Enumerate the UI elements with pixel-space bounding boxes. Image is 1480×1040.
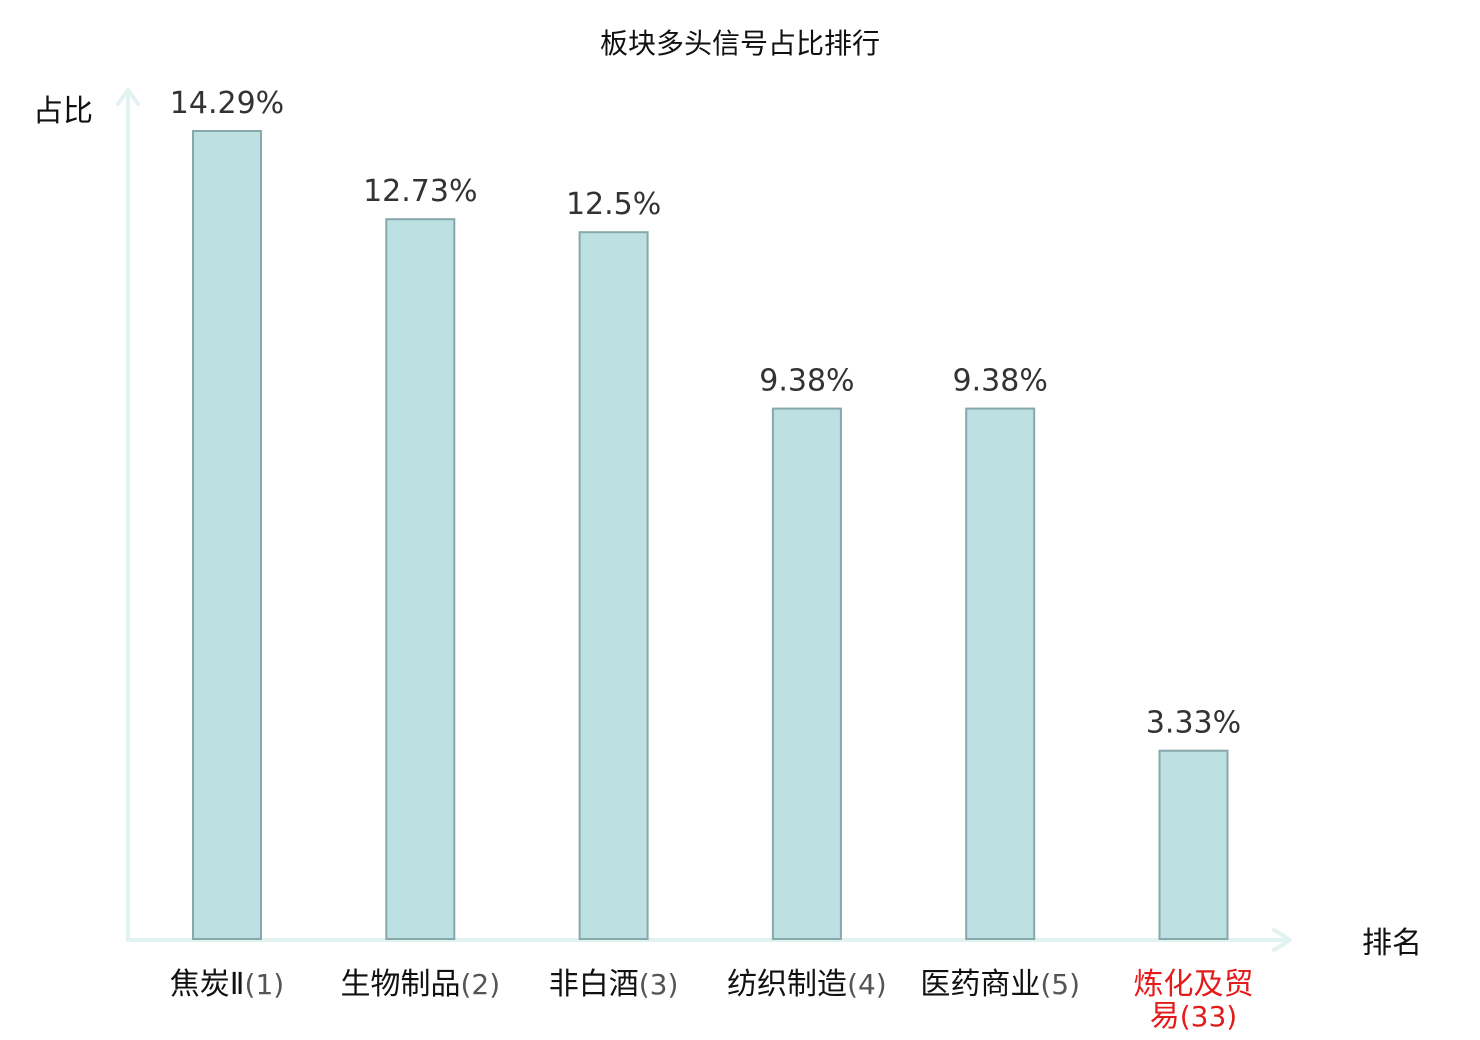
category-name: 医药商业	[920, 967, 1040, 1002]
category-label: 非白酒(3)	[549, 967, 679, 1002]
bar	[578, 231, 649, 940]
x-axis-label: 排名	[1362, 926, 1422, 961]
bar	[965, 407, 1036, 941]
y-axis-arrow	[116, 88, 140, 106]
bar	[1158, 749, 1229, 941]
category-rank: (33)	[1180, 1000, 1237, 1033]
category-label: 焦炭Ⅱ(1)	[170, 967, 284, 1002]
category-name: 纺织制造	[727, 967, 847, 1002]
bar-value-label: 12.73%	[363, 174, 477, 209]
category-name: 易	[1150, 999, 1180, 1034]
y-axis-label: 占比	[33, 94, 93, 129]
category-label: 生物制品(2)	[340, 967, 500, 1002]
category-label: 纺织制造(4)	[727, 967, 887, 1002]
category-rank: (4)	[847, 968, 887, 1001]
bar-value-label: 9.38%	[759, 364, 854, 399]
category-rank: (3)	[639, 968, 679, 1001]
bar	[385, 218, 456, 940]
category-name: 非白酒	[549, 967, 639, 1002]
bar	[192, 130, 262, 940]
chart-title: 板块多头信号占比排行	[600, 27, 880, 60]
category-rank: (2)	[460, 968, 500, 1001]
category-name: 炼化及贸	[1134, 967, 1254, 1002]
category-label: 炼化及贸	[1134, 967, 1254, 1002]
bar	[771, 407, 842, 941]
category-name: 生物制品	[340, 967, 460, 1002]
bar-value-label: 14.29%	[170, 86, 284, 121]
category-label: 易(33)	[1150, 999, 1237, 1034]
category-rank: (1)	[245, 968, 285, 1001]
category-rank: (5)	[1040, 968, 1080, 1001]
bar-value-label: 9.38%	[953, 364, 1048, 399]
x-axis-arrow	[1272, 928, 1292, 952]
bar-value-label: 12.5%	[566, 187, 661, 222]
category-name: 焦炭Ⅱ	[170, 967, 245, 1002]
category-label: 医药商业(5)	[920, 967, 1080, 1002]
bar-value-label: 3.33%	[1146, 706, 1241, 741]
